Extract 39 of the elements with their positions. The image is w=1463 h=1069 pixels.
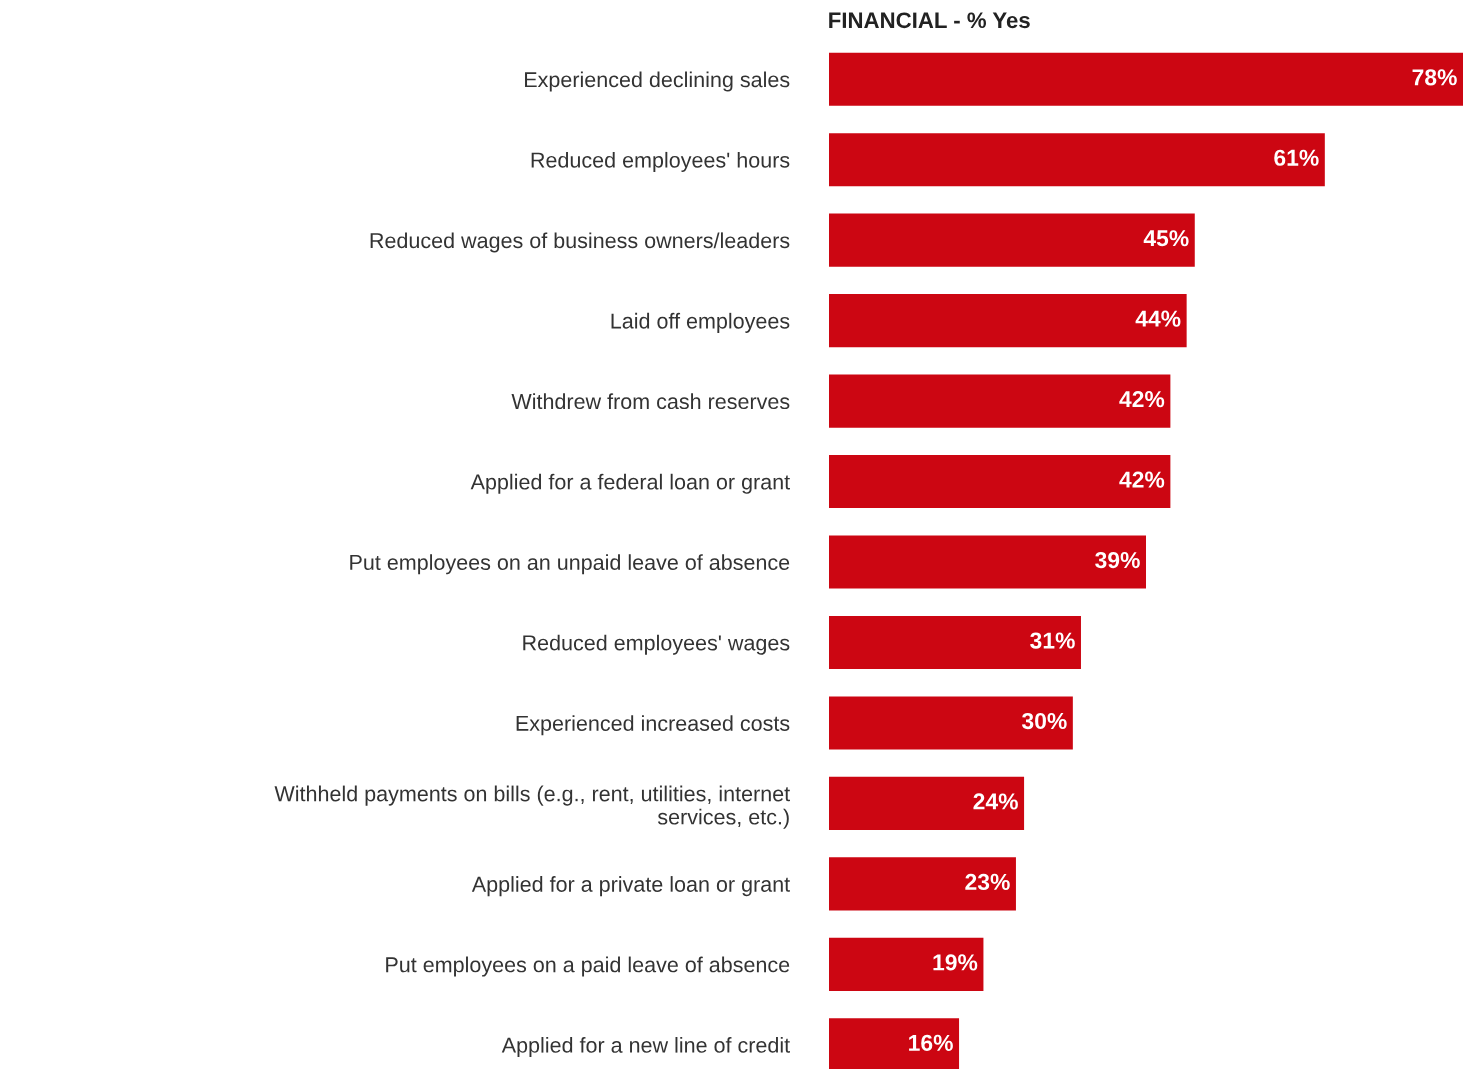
y-tick-label: Put employees on a paid leave of absence: [386, 956, 790, 977]
y-tick-label: Reduced employees' wages: [523, 634, 790, 655]
chart-title: FINANCIAL - % Yes: [829, 12, 1030, 29]
data-label: 23%: [965, 873, 1010, 891]
y-tick-label: Applied for a federal loan or grant: [470, 473, 790, 494]
data-label: 31%: [1030, 632, 1075, 649]
data-label: 45%: [1143, 230, 1189, 247]
y-tick-label: Withheld payments on bills (e.g., rent, utilities, internet services, etc.): [274, 785, 790, 829]
data-label: 30%: [1021, 712, 1067, 730]
y-tick-label: Experienced declining sales: [525, 71, 790, 92]
data-label: 61%: [1274, 149, 1319, 166]
bar: [829, 937, 984, 991]
bar: [829, 696, 1073, 750]
y-tick-label: Withdrew from cash reserves: [511, 393, 790, 410]
y-tick-label: Applied for a private loan or grant: [471, 876, 790, 897]
y-tick-label: Reduced employees' hours: [531, 151, 790, 172]
data-label: 16%: [909, 1034, 953, 1051]
bar: [829, 857, 1016, 911]
bar: [829, 535, 1146, 589]
bar: [829, 213, 1195, 267]
y-tick-label: Laid off employees: [611, 312, 790, 333]
data-label: 42%: [1119, 471, 1165, 488]
data-label: 44%: [1135, 310, 1181, 327]
bar: [829, 133, 1325, 187]
data-label: 42%: [1119, 391, 1165, 408]
y-tick-label: Experienced increased costs: [516, 715, 790, 736]
bar: [829, 294, 1187, 348]
bar: [829, 455, 1171, 509]
bar: [829, 52, 1463, 106]
y-tick-label: Applied for a new line of credit: [501, 1037, 790, 1058]
bar: [829, 374, 1171, 428]
bar: [829, 615, 1081, 670]
data-label: 24%: [973, 793, 1018, 810]
y-tick-label: Reduced wages of business owners/leaders: [370, 232, 790, 253]
data-label: 39%: [1095, 551, 1140, 569]
y-tick-label: Put employees on an unpaid leave of absence: [350, 554, 790, 575]
data-label: 19%: [933, 954, 978, 971]
data-label: 78%: [1412, 69, 1457, 86]
bar: [829, 776, 1025, 830]
